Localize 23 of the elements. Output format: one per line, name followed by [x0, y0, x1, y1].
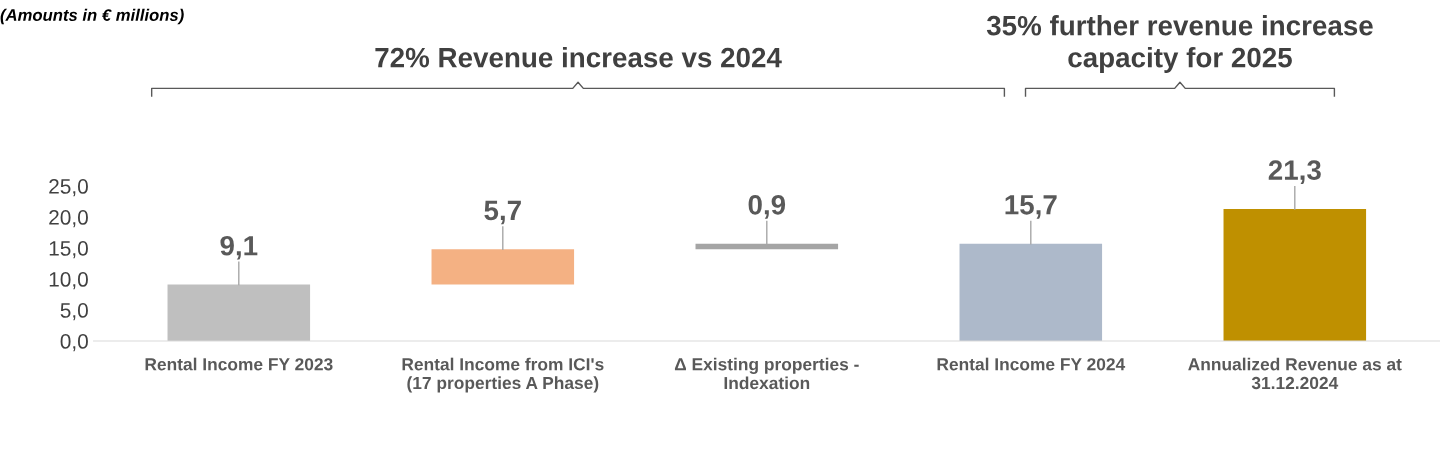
y-tick-label: 0,0 [60, 334, 88, 352]
data-label: 0,9 [748, 194, 786, 219]
x-tick-label: Rental Income from ICI's (17 properties A Phase) [402, 357, 604, 393]
y-tick-label: 20,0 [49, 210, 88, 228]
y-tick-label: 5,0 [60, 303, 88, 321]
x-tick-label: Annualized Revenue as at 31.12.2024 [1188, 357, 1402, 390]
y-tick-label: 15,0 [49, 241, 88, 259]
data-label: 9,1 [220, 235, 258, 260]
bar [431, 249, 575, 285]
data-label: 15,7 [1005, 195, 1057, 219]
data-label: 21,3 [1268, 160, 1321, 184]
y-tick-label: 25,0 [49, 179, 88, 197]
x-tick-label: Rental Income FY 2023 [145, 357, 333, 371]
x-tick-label: Rental Income FY 2024 [937, 357, 1126, 371]
bar [167, 284, 311, 341]
bar [959, 243, 1103, 341]
y-tick-label: 10,0 [49, 272, 88, 290]
text: 35% further revenue increase capacity for 2025 [986, 15, 1373, 73]
x-tick-label: Δ Existing properties - Indexation [674, 357, 859, 390]
data-label: 5,7 [484, 200, 521, 225]
text: (Amounts in € millions) [0, 8, 184, 25]
text: 72% Revenue increase vs 2024 [375, 47, 782, 68]
bar [1223, 208, 1367, 341]
